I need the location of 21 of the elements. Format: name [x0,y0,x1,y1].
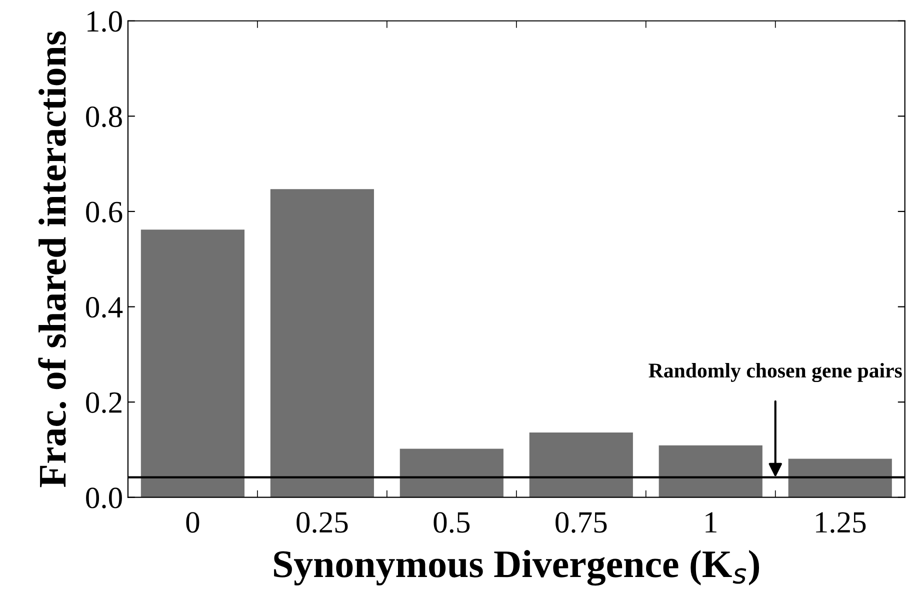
x-tick-label: 0.5 [434,512,470,533]
ref-line-label: Randomly chosen gene pairs [648,362,902,382]
x-tick-label: 0 [186,512,200,533]
y-tick-label: 0.0 [86,488,122,508]
bar [140,230,244,498]
x-tick-label: 1.25 [816,512,866,533]
y-tick-label: 0.8 [86,106,122,128]
bar [400,448,504,498]
y-tick-label: 0.2 [86,392,122,414]
bar [270,189,374,498]
y-tick-label: 0.4 [86,297,123,318]
bar [788,458,892,498]
bar [658,445,762,498]
x-tick-label: 0.75 [556,512,607,533]
x-tick-label: 0.25 [296,512,348,533]
x-tick-label: 1 [706,512,716,532]
y-axis-title: Frac. of shared interactions [38,31,66,488]
bar [529,432,633,498]
y-tick-label: 1.0 [88,11,122,32]
y-tick-label: 0.6 [86,202,122,222]
x-axis-title: Synonymous Divergence (K$_{s}$) [274,550,760,586]
